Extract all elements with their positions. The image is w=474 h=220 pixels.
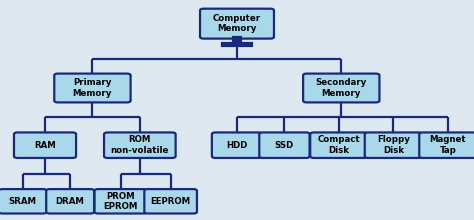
Text: Floppy
Disk: Floppy Disk [377,136,410,155]
Text: Primary
Memory: Primary Memory [73,78,112,98]
Bar [221,43,252,46]
FancyBboxPatch shape [212,132,262,158]
Text: RAM: RAM [34,141,56,150]
FancyBboxPatch shape [144,189,197,213]
Text: Compact
Disk: Compact Disk [318,136,360,155]
FancyBboxPatch shape [14,132,76,158]
FancyBboxPatch shape [104,132,175,158]
FancyBboxPatch shape [310,132,368,158]
Text: SRAM: SRAM [9,197,37,206]
Text: EEPROM: EEPROM [151,197,191,206]
Text: Secondary
Memory: Secondary Memory [316,78,367,98]
FancyBboxPatch shape [94,189,147,213]
Text: Magnet
Tap: Magnet Tap [429,136,466,155]
Text: DRAM: DRAM [56,197,84,206]
Text: SSD: SSD [275,141,294,150]
Bar [233,37,240,44]
Text: Computer
Memory: Computer Memory [213,14,261,33]
Text: PROM
EPROM: PROM EPROM [104,192,138,211]
FancyBboxPatch shape [46,189,94,213]
FancyBboxPatch shape [259,132,310,158]
FancyBboxPatch shape [365,132,422,158]
FancyBboxPatch shape [0,189,46,213]
Text: ROM
non-volatile: ROM non-volatile [110,136,169,155]
FancyBboxPatch shape [55,73,130,103]
FancyBboxPatch shape [200,9,274,39]
Text: HDD: HDD [226,141,248,150]
FancyBboxPatch shape [419,132,474,158]
FancyBboxPatch shape [303,73,379,103]
